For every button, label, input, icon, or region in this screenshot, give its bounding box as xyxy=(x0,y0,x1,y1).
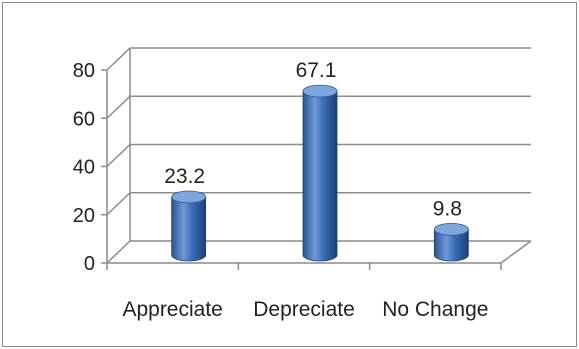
gridline-depth-20 xyxy=(106,192,131,216)
bar-body xyxy=(302,90,338,262)
data-label: 9.8 xyxy=(433,197,462,220)
bar-top xyxy=(302,84,338,98)
x-tick-label: Depreciate xyxy=(253,298,355,321)
y-tick-label: 0 xyxy=(84,253,95,275)
gridline-depth-40 xyxy=(106,143,131,168)
y-tick-label: 40 xyxy=(73,157,95,179)
gridline-depth-0 xyxy=(106,240,131,264)
x-tick-label: No Change xyxy=(382,298,488,321)
bar-body xyxy=(171,196,207,262)
data-label: 67.1 xyxy=(296,59,337,82)
y-tick-label: 60 xyxy=(73,108,95,130)
chart-labels: Appreciate Depreciate No Change 23.2 67.1 9.8 xyxy=(122,59,488,321)
bar-appreciate xyxy=(171,190,207,262)
bar-top xyxy=(433,222,469,236)
data-label: 23.2 xyxy=(164,165,205,188)
floor-right-edge xyxy=(500,240,532,264)
gridline-depth-80 xyxy=(106,47,131,71)
bar-no-change xyxy=(433,222,469,262)
x-tick-label: Appreciate xyxy=(122,298,222,321)
y-tick-label: 80 xyxy=(73,60,95,82)
bar-depreciate xyxy=(302,84,338,262)
bar-body xyxy=(433,228,469,262)
bar-top xyxy=(171,190,207,204)
chart-bars xyxy=(171,84,469,262)
gridline-depth-60 xyxy=(106,95,131,119)
y-tick-label: 20 xyxy=(73,205,95,227)
bar-chart: 0 20 40 60 80 Appreciate Depreciate No Change 2… xyxy=(73,47,532,321)
